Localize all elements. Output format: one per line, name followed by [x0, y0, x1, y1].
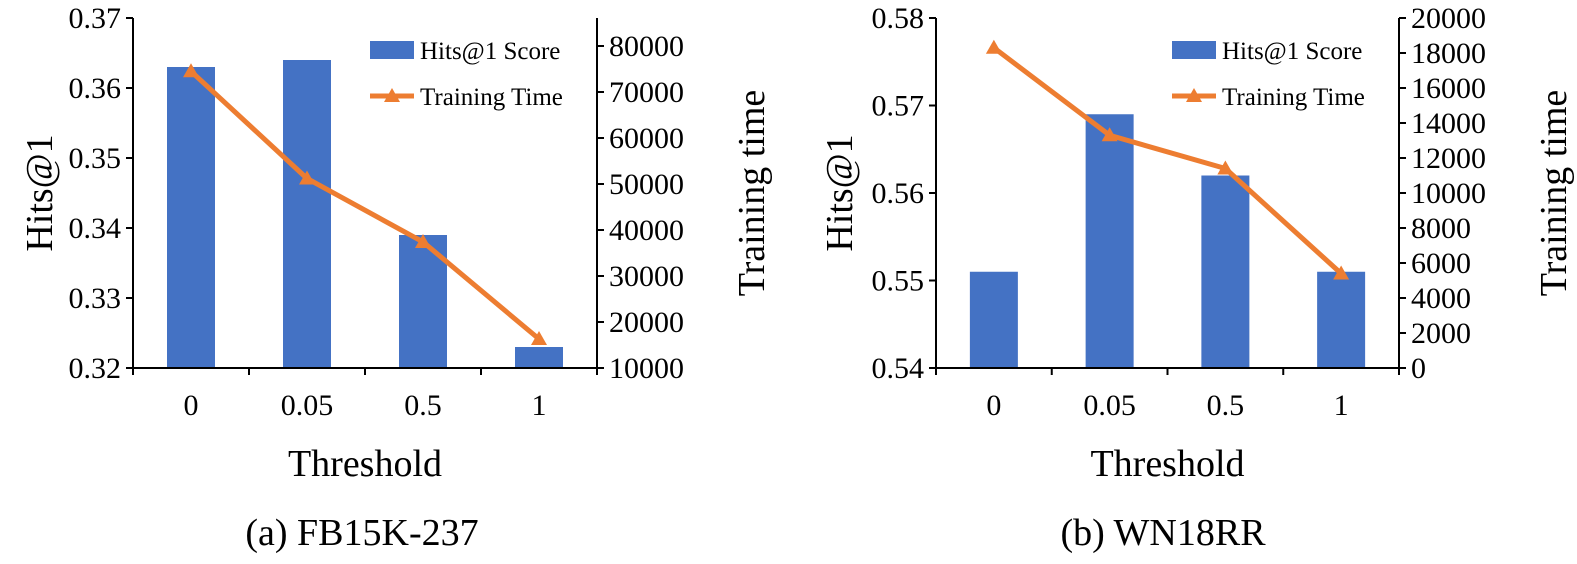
y2-axis-title: Training time: [1533, 90, 1575, 297]
y2-tick-label: 80000: [609, 30, 684, 63]
training-time-marker-0.05: [1101, 127, 1118, 142]
y2-tick-label: 0: [1411, 352, 1426, 385]
legend-swatch-marker: [384, 88, 400, 102]
y2-axis-title: Training time: [731, 90, 773, 297]
legend-swatch-bar: [370, 41, 414, 59]
y2-tick-label: 50000: [609, 168, 684, 201]
y-tick-label: 0.57: [872, 90, 925, 123]
y2-tick-label: 12000: [1411, 142, 1486, 175]
legend-label-line: Training Time: [1222, 84, 1365, 111]
chart-caption: (b) WN18RR: [1060, 512, 1266, 554]
y-tick-label: 0.54: [872, 352, 925, 385]
y-axis-title: Hits@1: [19, 134, 61, 251]
x-tick-label: 1: [532, 389, 547, 422]
y2-tick-label: 70000: [609, 76, 684, 109]
bar-1: [1317, 271, 1366, 368]
y-tick-label: 0.32: [69, 352, 122, 385]
y-axis-title: Hits@1: [819, 134, 861, 251]
bar-0.05: [1085, 114, 1134, 368]
x-tick-label: 0.05: [281, 389, 334, 422]
training-time-line: [992, 45, 1343, 276]
x-tick-label: 0.05: [1083, 389, 1136, 422]
x-tick-label: 0: [184, 389, 199, 422]
legend-label-bar: Hits@1 Score: [1222, 38, 1362, 65]
y2-tick-label: 6000: [1411, 247, 1471, 280]
training-time-line: [189, 69, 541, 341]
y-tick-label: 0.36: [69, 72, 122, 105]
x-tick-label: 1: [1334, 389, 1349, 422]
training-time-marker-0: [183, 63, 199, 78]
training-time-marker-1: [531, 331, 547, 346]
x-tick-label: 0: [986, 389, 1001, 422]
legend-swatch-bar: [1172, 41, 1216, 59]
x-axis-title: Threshold: [1090, 443, 1244, 485]
y2-tick-label: 20000: [609, 306, 684, 339]
training-time-marker-0.5: [415, 233, 431, 248]
bar-0.5: [1201, 175, 1250, 368]
y2-tick-label: 40000: [609, 214, 684, 247]
y2-tick-label: 10000: [1411, 177, 1486, 210]
training-time-marker-0: [985, 39, 1002, 54]
y2-tick-label: 8000: [1411, 212, 1471, 245]
bar-0.05: [283, 60, 331, 368]
y2-tick-label: 16000: [1411, 72, 1486, 105]
y2-tick-label: 4000: [1411, 282, 1471, 315]
y-tick-label: 0.33: [69, 282, 122, 315]
chart-panel-0: 0.32 0.33 0.34 0.35 0.36 0.37 10000 20000 30000 4…: [19, 2, 773, 554]
bar-1: [515, 347, 563, 368]
legend: Hits@1 Score Training Time: [1172, 38, 1365, 111]
training-time-marker-0.05: [299, 170, 315, 185]
y-tick-label: 0.34: [69, 212, 122, 245]
x-axis-title: Threshold: [288, 443, 442, 485]
legend-swatch-marker: [1186, 88, 1202, 102]
y2-tick-label: 60000: [609, 122, 684, 155]
x-tick-label: 0.5: [1207, 389, 1245, 422]
legend: Hits@1 Score Training Time: [370, 38, 563, 111]
y2-tick-label: 20000: [1411, 2, 1486, 35]
x-tick-label: 0.5: [404, 389, 442, 422]
legend-label-line: Training Time: [420, 84, 563, 111]
chart-caption: (a) FB15K-237: [245, 512, 478, 554]
legend-label-bar: Hits@1 Score: [420, 38, 560, 65]
y2-tick-label: 10000: [609, 352, 684, 385]
bar-0: [969, 271, 1018, 368]
y-tick-label: 0.56: [872, 177, 925, 210]
training-time-marker-1: [1333, 265, 1350, 280]
y-tick-label: 0.58: [872, 2, 925, 35]
bar-0: [167, 67, 215, 368]
chart-panel-1: 0.540.550.560.570.5802000400060008000100…: [819, 2, 1575, 554]
y2-tick-label: 2000: [1411, 317, 1471, 350]
y-tick-label: 0.55: [872, 265, 925, 298]
y2-tick-label: 30000: [609, 260, 684, 293]
training-time-marker-0.5: [1217, 160, 1234, 175]
y-tick-label: 0.37: [69, 2, 122, 35]
y2-tick-label: 18000: [1411, 37, 1486, 70]
y-tick-label: 0.35: [69, 142, 122, 175]
y2-tick-label: 14000: [1411, 107, 1486, 140]
